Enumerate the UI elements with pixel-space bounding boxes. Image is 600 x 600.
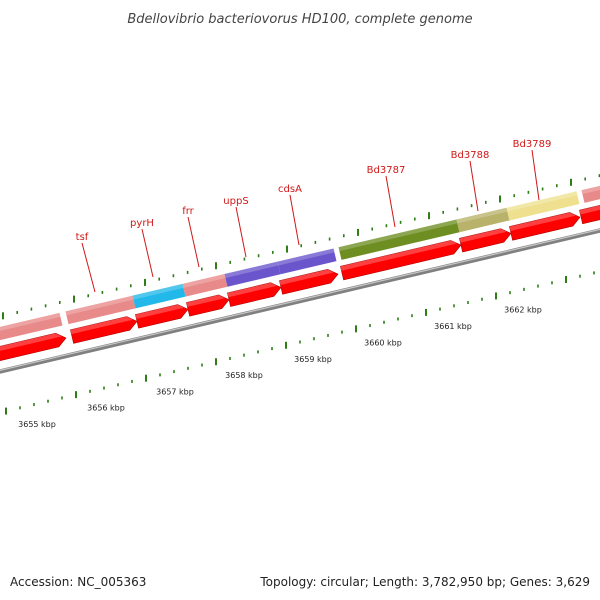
gene-box-fill (0, 312, 63, 343)
arrow-track (0, 204, 600, 364)
gene-box-shine (0, 312, 61, 334)
gene-box-shine (581, 183, 600, 195)
leader-line-pyrH (141, 228, 154, 278)
strand-arrow-shape (186, 294, 230, 317)
ruler-label: 3660 kbp (364, 338, 402, 347)
strand-arrow (459, 228, 512, 253)
map-title: Bdellovibrio bacteriovorus HD100, comple… (127, 12, 472, 27)
strand-arrow-shine (70, 316, 133, 335)
gene-track (0, 183, 600, 343)
ruler-label: 3661 kbp (434, 322, 472, 331)
gene-box-unlabeled-0 (0, 312, 63, 343)
ruler-label: 3657 kbp (156, 387, 194, 396)
strand-arrow (579, 204, 600, 225)
gene-box-fill (456, 207, 510, 233)
gene-box-shine (456, 207, 508, 224)
ruler-track: 3655 kbp 3656 kbp 3657 kbp 3658 kbp 3659 kbp… (5, 271, 595, 429)
gene-box-fill (224, 261, 281, 287)
strand-arrow (70, 316, 138, 344)
strand-arrow-shine (509, 212, 576, 231)
label-leaders (81, 149, 540, 293)
backbone-highlight (0, 228, 600, 372)
ruler-label: 3655 kbp (18, 420, 56, 429)
strand-arrow (279, 268, 339, 295)
leader-line-Bd3788 (469, 160, 479, 212)
gene-label-cdsA: cdsA (278, 184, 302, 195)
strand-arrow-shine (459, 228, 507, 243)
strand-arrow (509, 212, 581, 241)
strand-arrow-shape (279, 268, 339, 295)
strand-arrow-shape (227, 282, 282, 307)
gene-label-pyrH: pyrH (130, 218, 154, 229)
gene-box-shine (132, 283, 184, 300)
gene-box-Bd3787 (338, 219, 460, 260)
genome-backbone (0, 228, 600, 374)
strand-arrow-shape (459, 228, 512, 253)
gene-box-pyrH (132, 283, 186, 309)
gene-label-Bd3789: Bd3789 (513, 139, 552, 150)
accession-text: Accession: NC_005363 (10, 575, 147, 589)
gene-box-fill (581, 183, 600, 203)
gene-label-Bd3788: Bd3788 (451, 150, 490, 161)
gene-box-shine (338, 219, 458, 252)
gene-label-uppS: uppS (223, 196, 248, 207)
backbone-line (0, 228, 600, 374)
strand-arrow-shine (0, 333, 62, 354)
gene-box-fill (132, 283, 186, 309)
gene-label-frr: frr (182, 206, 194, 217)
strand-arrow-shape (0, 332, 67, 364)
strand-arrow-shine (135, 304, 184, 319)
strand-arrow-shape (509, 212, 581, 241)
strand-arrow-shape (340, 240, 462, 281)
gene-box-Bd3789 (506, 191, 580, 221)
strand-arrow (340, 240, 462, 281)
gene-box-shine (277, 248, 335, 266)
gene-box-fill (277, 248, 337, 275)
strand-arrow-shine (227, 282, 277, 298)
leader-line-uppS (235, 206, 247, 258)
gene-labels: tsf pyrH frr uppS cdsA Bd3787 Bd3788 Bd3789 (76, 139, 552, 243)
strand-arrow (227, 282, 282, 307)
gene-box-Bd3788 (456, 207, 510, 233)
ruler-label: 3662 kbp (504, 306, 542, 315)
upper-tick-track (2, 174, 600, 320)
strand-arrow (186, 294, 230, 317)
strand-arrow (0, 332, 67, 364)
leader-line-tsf (81, 242, 96, 293)
gene-box-shine (65, 295, 134, 316)
strand-arrow-shine (186, 294, 225, 307)
strand-arrow (135, 304, 189, 329)
gene-box-fill (338, 219, 460, 260)
strand-arrow-shape (579, 204, 600, 225)
strand-arrow-shape (135, 304, 189, 329)
ruler-label: 3658 kbp (225, 371, 263, 380)
gene-box-cdsA (277, 248, 337, 275)
ruler-label: 3659 kbp (294, 355, 332, 364)
gene-box-fill (182, 274, 228, 297)
gene-box-frr (182, 274, 228, 297)
leader-line-cdsA (289, 194, 300, 246)
gene-box-uppS (224, 261, 281, 287)
gene-label-Bd3787: Bd3787 (367, 165, 406, 176)
gene-box-tsf (65, 295, 136, 325)
strand-arrow-shine (279, 269, 334, 286)
strand-arrow-shine (340, 240, 457, 271)
gene-box-fill (506, 191, 580, 221)
gene-label-tsf: tsf (76, 232, 89, 243)
leader-line-frr (187, 216, 200, 268)
leader-line-Bd3787 (385, 175, 396, 228)
ruler-label: 3656 kbp (87, 404, 125, 413)
gene-box-unlabeled-9 (581, 183, 600, 203)
gene-box-shine (224, 261, 279, 278)
genome-summary-text: Topology: circular; Length: 3,782,950 bp… (260, 575, 590, 589)
gene-box-fill (65, 295, 136, 325)
strand-arrow-shape (70, 316, 138, 344)
leader-line-Bd3789 (531, 149, 540, 201)
gene-box-shine (182, 274, 226, 288)
gene-box-shine (506, 191, 578, 212)
strand-arrow-shine (579, 204, 600, 215)
